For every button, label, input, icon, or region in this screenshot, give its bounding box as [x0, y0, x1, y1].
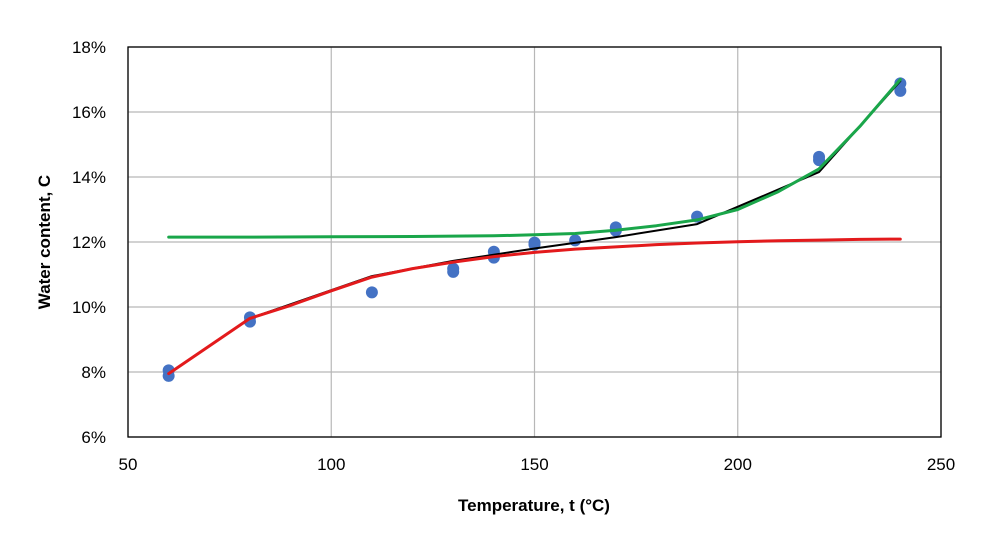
- x-tick-label: 150: [520, 455, 548, 474]
- y-axis-title: Water content, C: [35, 175, 54, 309]
- line-red-curve: [167, 237, 902, 376]
- x-tick-label: 100: [317, 455, 345, 474]
- y-tick-label: 14%: [72, 168, 106, 187]
- x-tick-label: 50: [119, 455, 138, 474]
- y-tick-label: 12%: [72, 233, 106, 252]
- y-tick-label: 16%: [72, 103, 106, 122]
- data-point: [894, 84, 907, 97]
- data-point: [365, 286, 378, 299]
- data-point: [447, 265, 460, 278]
- plot-area: [127, 46, 942, 438]
- series-layer: [162, 77, 907, 382]
- y-tick-label: 18%: [72, 38, 106, 57]
- data-point: [813, 154, 826, 167]
- x-axis-title: Temperature, t (°C): [458, 496, 610, 515]
- y-tick-label: 8%: [81, 363, 106, 382]
- data-point: [569, 234, 582, 247]
- x-tick-label: 250: [927, 455, 955, 474]
- line-green-curve: [167, 78, 902, 239]
- y-tick-label: 10%: [72, 298, 106, 317]
- x-tick-label: 200: [724, 455, 752, 474]
- tick-labels: 50 100 150 200 250 6% 8% 10% 12% 14% 16% 18%: [72, 38, 955, 474]
- y-tick-label: 6%: [81, 428, 106, 447]
